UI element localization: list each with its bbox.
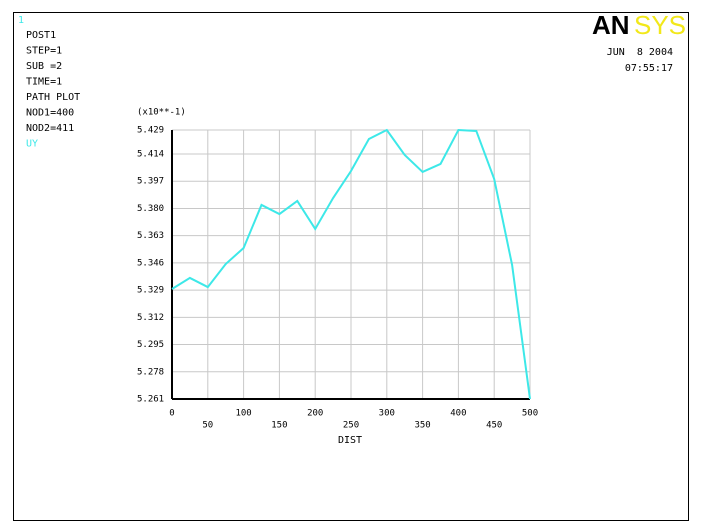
y-tick-label: 5.429 (137, 126, 164, 136)
data-line (171, 128, 531, 400)
y-tick-label: 5.414 (137, 150, 164, 160)
y-tick-label: 5.397 (137, 177, 164, 187)
x-tick-label: 150 (271, 421, 287, 431)
x-tick-label: 450 (486, 421, 502, 431)
y-tick-label: 5.261 (137, 395, 164, 405)
x-axis-label: DIST (338, 435, 362, 446)
info-line: SUB =2 (26, 61, 62, 72)
y-tick-label: 5.278 (137, 367, 164, 377)
x-tick-label: 50 (202, 421, 213, 431)
info-line: NOD1=400 (26, 108, 74, 119)
info-line: TIME=1 (26, 77, 62, 88)
y-tick-label: 5.329 (137, 286, 164, 296)
legend-entry: UY (26, 139, 38, 150)
window-number: 1 (18, 15, 24, 26)
x-tick-label: 500 (522, 409, 538, 419)
info-line: PATH PLOT (26, 92, 80, 103)
date: JUN 8 2004 (607, 47, 673, 58)
y-tick-label: 5.363 (137, 231, 164, 241)
logo-an: AN (592, 10, 630, 40)
y-tick-label: 5.312 (137, 313, 164, 323)
info-line: NOD2=411 (26, 123, 74, 134)
x-tick-label: 100 (235, 409, 251, 419)
y-tick-label: 5.295 (137, 340, 164, 350)
info-line: POST1 (26, 30, 56, 41)
x-tick-label: 0 (169, 409, 174, 419)
x-tick-label: 300 (379, 409, 395, 419)
logo-sys: SYS (634, 10, 686, 40)
y-tick-label: 5.346 (137, 258, 164, 268)
x-tick-label: 400 (450, 409, 466, 419)
x-tick-label: 250 (343, 421, 359, 431)
y-tick-label: 5.380 (137, 204, 164, 214)
x-tick-label: 200 (307, 409, 323, 419)
info-line: STEP=1 (26, 46, 62, 57)
x-tick-label: 350 (414, 421, 430, 431)
time: 07:55:17 (625, 63, 673, 74)
y-multiplier: (x10**-1) (137, 108, 186, 118)
